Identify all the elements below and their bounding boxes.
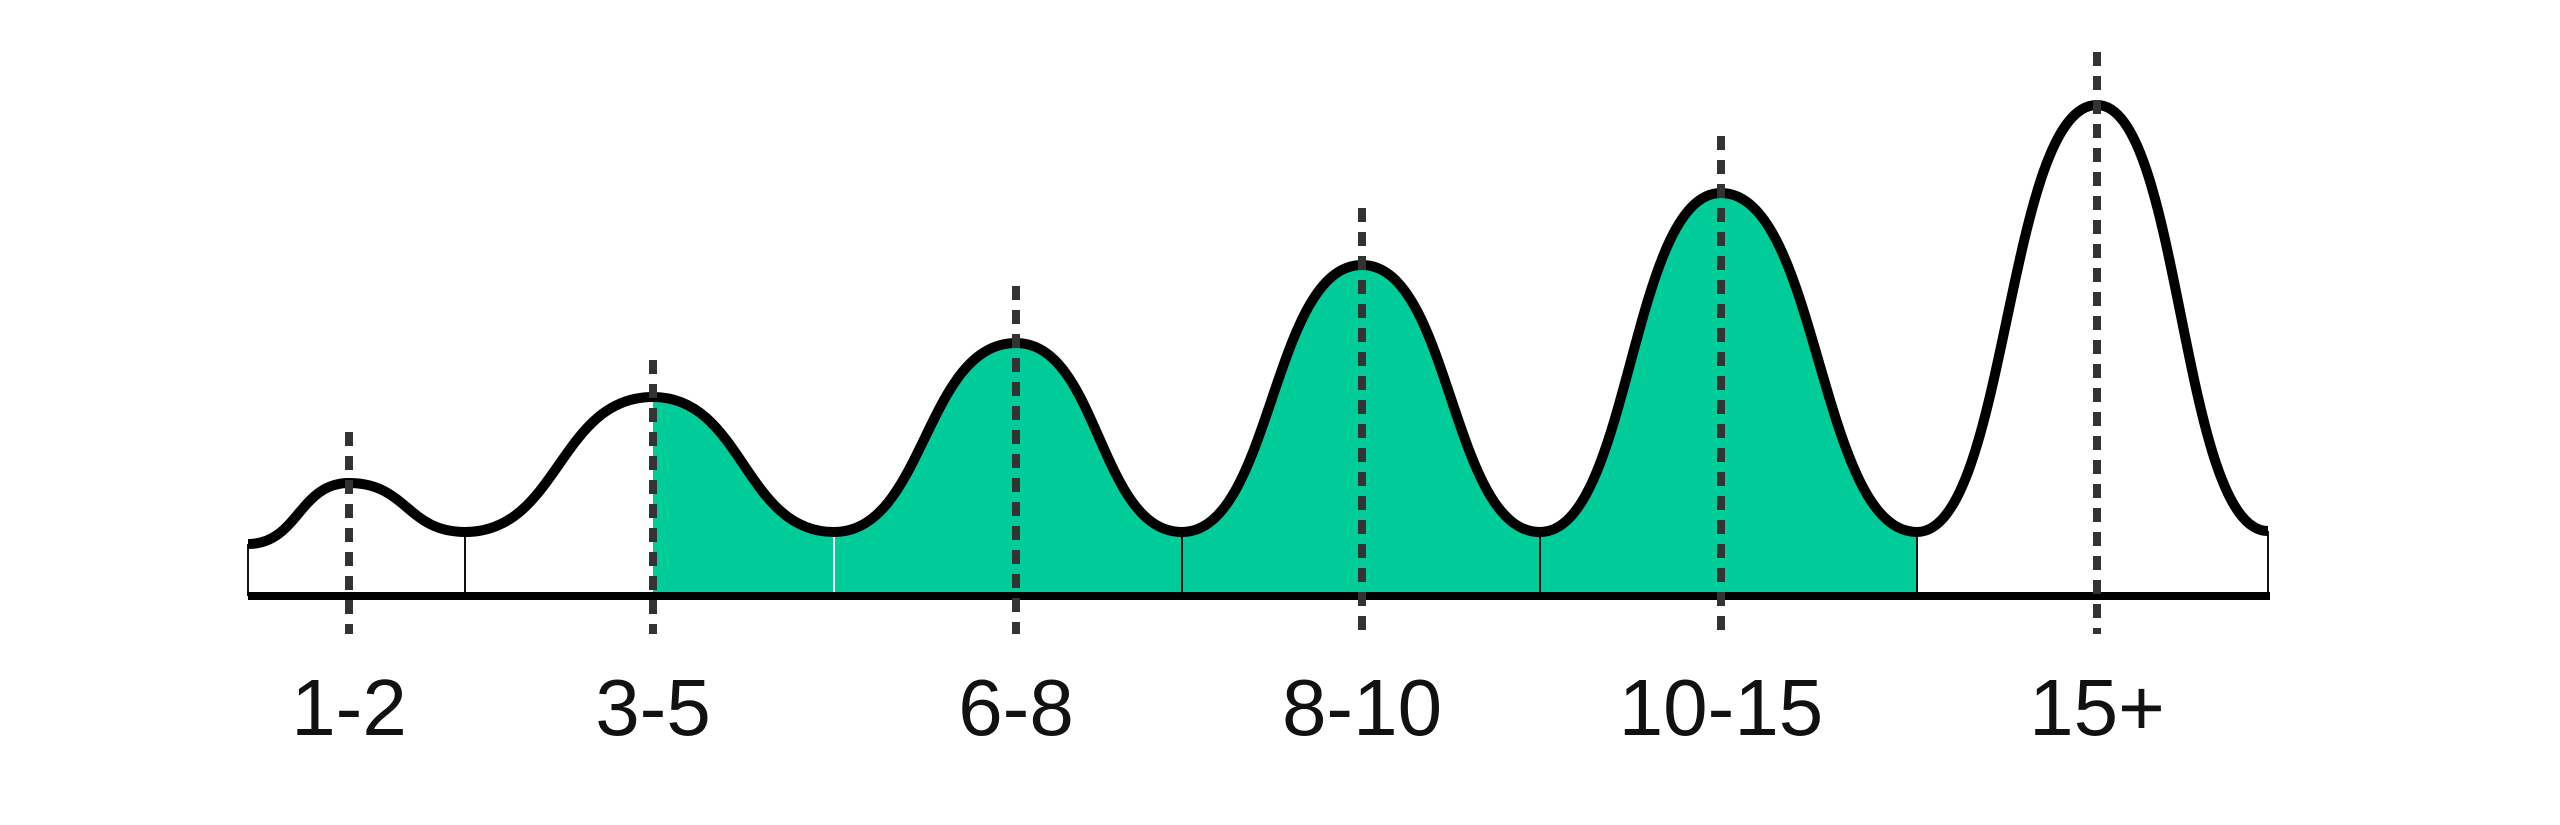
green-area	[653, 193, 1917, 596]
valley-lines	[247, 531, 2269, 596]
range-label: 15+	[2029, 663, 2165, 752]
range-label: 8-10	[1282, 663, 1442, 752]
range-label: 1-2	[291, 663, 407, 752]
curve	[247, 100, 2269, 549]
range-label: 6-8	[958, 663, 1074, 752]
peak-markers	[345, 52, 2101, 634]
range-label: 10-15	[1619, 663, 1824, 752]
range-label: 3-5	[595, 663, 711, 752]
